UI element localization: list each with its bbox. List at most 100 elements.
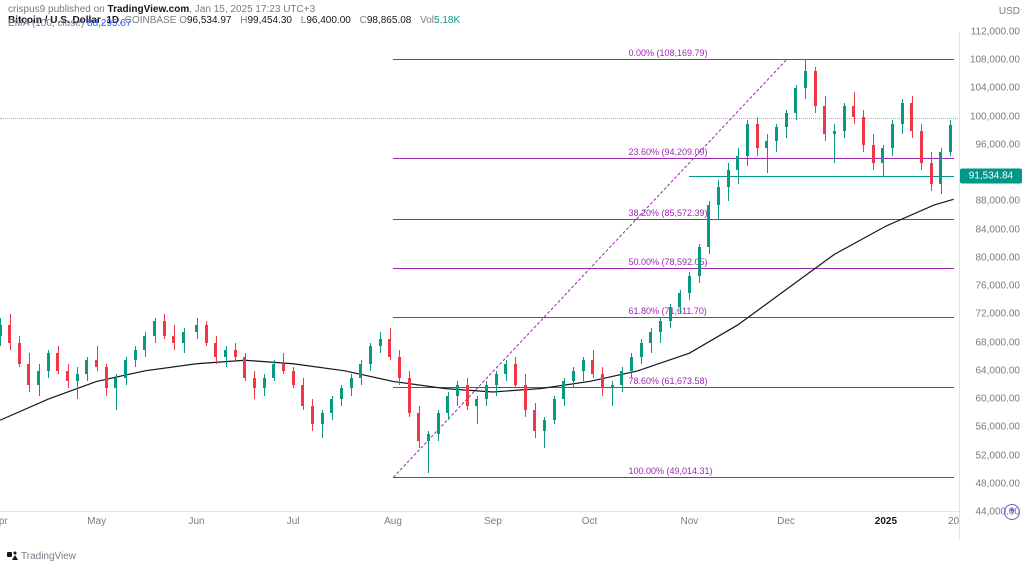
y-tick: 84,000.00 (976, 224, 1021, 235)
y-tick: 104,000.00 (970, 83, 1020, 94)
candle-body (524, 385, 527, 410)
x-axis: AprMayJunJulAugSepOctNovDec202520 (0, 511, 960, 540)
candle-body (678, 293, 681, 307)
x-tick: 20 (948, 516, 959, 527)
candle-body (649, 332, 652, 343)
fib-level-label: 0.00% (108,169.79) (628, 48, 707, 59)
tradingview-logo: TradingView (6, 550, 76, 562)
x-tick: Oct (582, 516, 598, 527)
x-tick: Dec (777, 516, 795, 527)
candle-body (814, 71, 817, 106)
x-tick: Jul (287, 516, 300, 527)
candle-body (263, 378, 266, 389)
chart-area[interactable]: 0.00% (108,169.79)23.60% (94,209.09)38.2… (0, 32, 960, 540)
candle-body (591, 360, 594, 374)
fib-level-line (393, 477, 954, 478)
candle-body (27, 364, 30, 385)
y-tick: 80,000.00 (976, 252, 1021, 263)
candle-body (949, 125, 952, 152)
candle-body (582, 360, 585, 371)
candle-body (823, 106, 826, 134)
candle-body (727, 170, 730, 188)
candle-body (833, 131, 836, 135)
candle-body (456, 385, 459, 396)
candle-body (272, 364, 275, 378)
y-tick: 88,000.00 (976, 196, 1021, 207)
candle-body (408, 378, 411, 413)
candle-body (765, 141, 768, 148)
candle-body (134, 350, 137, 361)
x-tick: Sep (484, 516, 502, 527)
candle-body (475, 399, 478, 406)
candle-body (427, 434, 430, 441)
candle-body (163, 321, 166, 335)
fib-level-line (393, 268, 954, 269)
y-tick: 64,000.00 (976, 365, 1021, 376)
candle-body (214, 343, 217, 357)
candle-body (66, 371, 69, 382)
candle-body (153, 321, 156, 335)
candle-body (930, 163, 933, 184)
candle-body (746, 124, 749, 156)
candle-body (794, 88, 797, 113)
candle-body (369, 346, 372, 364)
candle-body (553, 399, 556, 420)
candle-body (466, 385, 469, 406)
y-tick: 60,000.00 (976, 394, 1021, 405)
candle-body (195, 325, 198, 332)
candle-body (321, 413, 324, 424)
candle-body (872, 145, 875, 163)
candle-body (56, 353, 59, 371)
fib-level-line (393, 219, 954, 220)
candle-body (620, 371, 623, 385)
candle-body (182, 332, 185, 343)
y-tick: 56,000.00 (976, 422, 1021, 433)
y-unit: USD (999, 6, 1020, 17)
candle-body (114, 378, 117, 389)
candle-body (292, 371, 295, 385)
candle-body (0, 325, 2, 336)
candle-body (939, 152, 942, 184)
x-tick: May (87, 516, 106, 527)
candle-body (659, 321, 662, 332)
candle-body (243, 357, 246, 378)
candle-body (804, 71, 807, 89)
candle-body (47, 353, 50, 371)
candle-body (282, 364, 285, 371)
candle-body (504, 364, 507, 375)
candle-body (485, 385, 488, 399)
y-tick: 52,000.00 (976, 450, 1021, 461)
candle-body (311, 406, 314, 424)
candle-body (417, 413, 420, 441)
candle-body (253, 378, 256, 389)
candle-body (388, 339, 391, 357)
candle-body (340, 388, 343, 399)
y-tick: 68,000.00 (976, 337, 1021, 348)
x-tick: Jun (188, 516, 204, 527)
candle-body (234, 350, 237, 357)
candle-body (76, 374, 79, 381)
dotted-price-line (0, 118, 960, 119)
candle-body (785, 113, 788, 127)
fib-level-label: 100.00% (49,014.31) (628, 466, 712, 477)
candle-wick (767, 134, 768, 173)
candle-body (698, 247, 701, 275)
x-tick: 2025 (875, 516, 897, 527)
candle-body (37, 371, 40, 385)
y-tick: 96,000.00 (976, 139, 1021, 150)
fib-level-label: 78.60% (61,673.58) (628, 376, 707, 387)
candle-body (910, 103, 913, 131)
candle-body (350, 378, 353, 389)
candle-body (543, 420, 546, 431)
x-tick: Apr (0, 516, 8, 527)
candle-body (124, 360, 127, 378)
candle-body (891, 124, 894, 149)
candle-body (398, 357, 401, 378)
y-tick: 100,000.00 (970, 111, 1020, 122)
y-axis: USD 112,000.00108,000.00104,000.00100,00… (959, 32, 1024, 540)
candle-body (330, 399, 333, 413)
x-tick: Aug (384, 516, 402, 527)
candle-body (669, 307, 672, 321)
candle-body (105, 367, 108, 388)
add-indicator-icon[interactable]: + (1004, 504, 1020, 520)
